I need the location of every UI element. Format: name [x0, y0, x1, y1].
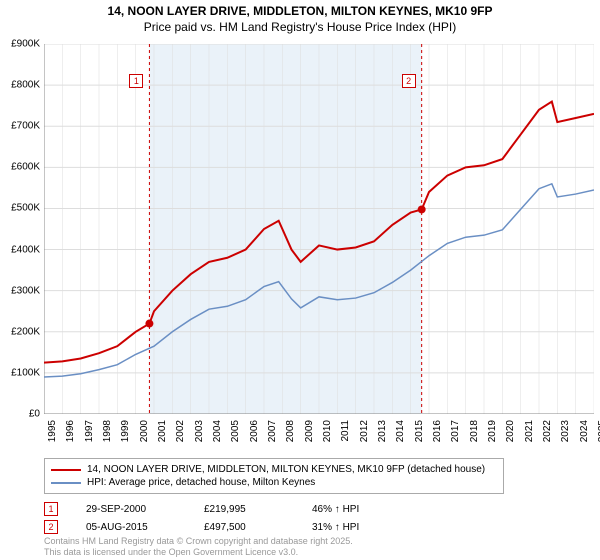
legend-label: 14, NOON LAYER DRIVE, MIDDLETON, MILTON … [87, 464, 485, 475]
y-tick-label: £500K [11, 203, 40, 214]
sale-row: 1 29-SEP-2000 £219,995 46% ↑ HPI [44, 500, 359, 518]
x-tick-label: 2007 [267, 420, 278, 442]
x-tick-label: 1999 [120, 420, 131, 442]
sale-date: 29-SEP-2000 [86, 504, 176, 515]
sale-row: 2 05-AUG-2015 £497,500 31% ↑ HPI [44, 518, 359, 536]
x-tick-label: 2004 [212, 420, 223, 442]
x-tick-label: 2016 [432, 420, 443, 442]
title-line2: Price paid vs. HM Land Registry's House … [0, 20, 600, 34]
x-tick-label: 2002 [175, 420, 186, 442]
x-tick-label: 2013 [377, 420, 388, 442]
legend-item: HPI: Average price, detached house, Milt… [51, 476, 497, 489]
title-block: 14, NOON LAYER DRIVE, MIDDLETON, MILTON … [0, 0, 600, 36]
x-tick-label: 2011 [340, 420, 351, 442]
legend-swatch [51, 469, 81, 471]
x-tick-label: 2020 [505, 420, 516, 442]
y-tick-label: £300K [11, 285, 40, 296]
y-tick-label: £900K [11, 39, 40, 50]
y-tick-label: £100K [11, 367, 40, 378]
chart-container: 14, NOON LAYER DRIVE, MIDDLETON, MILTON … [0, 0, 600, 560]
sale-badge: 2 [44, 520, 58, 534]
legend-item: 14, NOON LAYER DRIVE, MIDDLETON, MILTON … [51, 463, 497, 476]
x-axis: 1995 1996 1997 1998 1999 2000 2001 2002 2003 2004… [44, 416, 594, 456]
legend-label: HPI: Average price, detached house, Milt… [87, 477, 315, 488]
x-tick-label: 2022 [542, 420, 553, 442]
sales-table: 1 29-SEP-2000 £219,995 46% ↑ HPI 2 05-AUG-201… [44, 500, 359, 536]
x-tick-label: 2001 [157, 420, 168, 442]
x-tick-label: 1995 [47, 420, 58, 442]
y-tick-label: £800K [11, 80, 40, 91]
x-tick-label: 2018 [469, 420, 480, 442]
legend-swatch [51, 482, 81, 484]
x-tick-label: 2017 [450, 420, 461, 442]
x-tick-label: 2010 [322, 420, 333, 442]
y-tick-label: £400K [11, 244, 40, 255]
x-tick-label: 1996 [65, 420, 76, 442]
x-tick-label: 2000 [139, 420, 150, 442]
sale-marker-badge: 1 [129, 74, 143, 88]
y-axis: £0£100K£200K£300K£400K£500K£600K£700K£80… [0, 40, 44, 414]
sale-delta: 46% ↑ HPI [312, 504, 359, 515]
sale-price: £219,995 [204, 504, 284, 515]
x-tick-label: 2021 [524, 420, 535, 442]
title-line1: 14, NOON LAYER DRIVE, MIDDLETON, MILTON … [0, 4, 600, 18]
sale-delta: 31% ↑ HPI [312, 522, 359, 533]
attribution-line1: Contains HM Land Registry data © Crown c… [44, 536, 353, 547]
y-tick-label: £0 [29, 409, 40, 420]
sale-badge: 1 [44, 502, 58, 516]
x-tick-label: 1998 [102, 420, 113, 442]
legend: 14, NOON LAYER DRIVE, MIDDLETON, MILTON … [44, 458, 504, 494]
x-tick-label: 2008 [285, 420, 296, 442]
x-tick-label: 2014 [395, 420, 406, 442]
x-tick-label: 2012 [359, 420, 370, 442]
sale-marker-badge: 2 [402, 74, 416, 88]
x-tick-label: 2024 [579, 420, 590, 442]
x-tick-label: 2015 [414, 420, 425, 442]
y-tick-label: £700K [11, 121, 40, 132]
sale-date: 05-AUG-2015 [86, 522, 176, 533]
x-tick-label: 2006 [249, 420, 260, 442]
chart-svg [44, 44, 594, 414]
x-tick-label: 2005 [230, 420, 241, 442]
x-tick-label: 2009 [304, 420, 315, 442]
x-tick-label: 2003 [194, 420, 205, 442]
x-tick-label: 2023 [560, 420, 571, 442]
attribution: Contains HM Land Registry data © Crown c… [44, 536, 353, 558]
x-tick-label: 1997 [84, 420, 95, 442]
sale-price: £497,500 [204, 522, 284, 533]
y-tick-label: £600K [11, 162, 40, 173]
y-tick-label: £200K [11, 326, 40, 337]
attribution-line2: This data is licensed under the Open Gov… [44, 547, 353, 558]
x-tick-label: 2019 [487, 420, 498, 442]
